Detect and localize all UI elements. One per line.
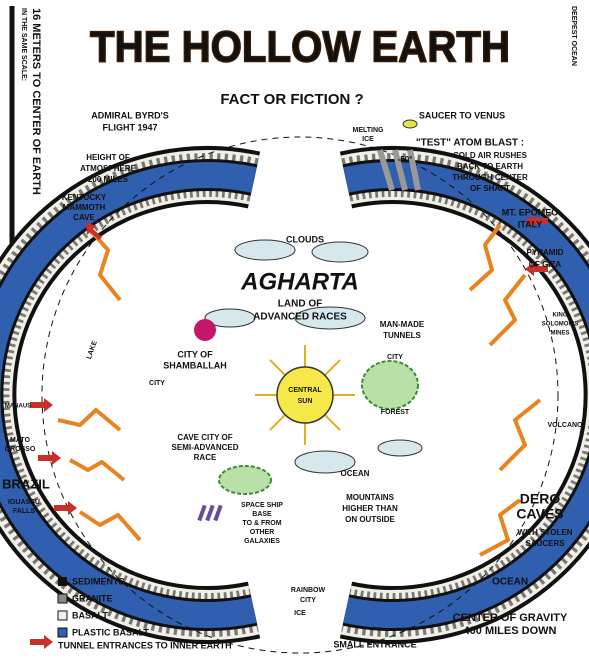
label: ICE [294,610,306,617]
label: CITY [387,354,403,361]
label: HIGHER THAN [342,504,398,513]
label: OTHER [250,529,275,536]
label: MOUNTAINS [346,493,395,502]
label: SHAMBALLAH [163,360,227,370]
label: ADMIRAL BYRD'S [91,110,168,120]
label: ITALY [518,219,543,229]
scale-distance: 16 METERS TO CENTER OF EARTH [30,8,42,195]
label: BASE [252,511,272,518]
label: SUN [298,398,313,405]
label: 200 MILES [88,175,129,184]
label: CAVE CITY OF [177,433,232,442]
label: OCEAN [492,577,528,588]
label: MT. EPOMEO [502,207,559,217]
central-sun [277,367,333,423]
legend-label: PLASTIC BASALT [72,627,149,637]
label: OF SHAFT [470,184,510,193]
label: MAN-MADE [380,320,425,329]
label: CITY [300,597,316,604]
label: ICE [362,136,374,143]
label: CITY OF [177,349,213,359]
label: KING [553,313,568,319]
title: THE HOLLOW EARTH [90,23,510,72]
legend-label: GRANITE [72,593,113,603]
label: CENTER OF GRAVITY [453,612,568,624]
legend-label: BASALT [72,610,108,620]
forest [219,466,271,494]
deepest-ocean: DEEPEST OCEAN [570,6,577,66]
label: TUNNELS [383,331,421,340]
label: ON OUTSIDE [345,515,395,524]
label: MAMMOTH [63,203,106,212]
label: DERO [520,491,561,507]
label: RACE [194,453,217,462]
label: CENTRAL [288,387,322,394]
label: ATMOSPHERE [80,164,137,173]
label: LAND OF [278,299,322,310]
shamballah-city [194,319,216,341]
hollow-earth-illustration: THE HOLLOW EARTH FACT OR FICTION ? IN THE … [0,0,589,658]
label: RAINBOW [291,587,326,594]
legend-swatch [58,577,67,586]
forest [362,361,418,409]
label: BRAZIL [2,476,50,491]
label: MELTING [353,127,385,134]
label: FLIGHT 1947 [102,122,157,132]
label: SAUCERS [525,539,565,548]
scale-note: IN THE SAME SCALE: [20,8,27,81]
label: 400 MILES DOWN [464,625,557,637]
label: BACK TO EARTH [457,162,523,171]
legend-swatch [58,611,67,620]
label: GALAXIES [244,538,280,545]
cloud [312,242,368,262]
label: WITH STOLEN [518,528,573,537]
label: MANAUS [5,404,31,410]
label: SPACE SHIP [241,502,283,509]
label: FALLS [13,508,35,515]
label: OCEAN [341,469,370,478]
label: COLD AIR RUSHES [453,151,528,160]
label: SMALL ENTRANCE [333,639,416,649]
subtitle: FACT OR FICTION ? [220,91,363,108]
label: SEMI-ADVANCED [172,443,239,452]
label: IGUASSU [8,499,40,506]
label: OF GIZA [529,260,562,269]
label: MINES [550,331,569,337]
label: CLOUDS [286,234,324,244]
legend-swatch [58,628,67,637]
label: KENTUCKY [62,193,107,202]
label: FOREST [381,409,410,416]
label: AGHARTA [240,268,359,295]
legend-label: TUNNEL ENTRANCES TO INNER EARTH [58,640,232,650]
label: -50° [398,155,413,164]
label: VOLCANO [548,422,584,429]
legend-swatch [58,594,67,603]
label: PYRAMID [527,248,564,257]
label: CAVE [73,213,95,222]
label: CAVES [516,506,563,522]
label: "TEST" ATOM BLAST : [416,138,524,149]
label: THROUGH CENTER [452,173,528,182]
label: SAUCER TO VENUS [419,110,505,120]
label: TO & FROM [242,520,281,527]
saucer [403,120,417,128]
label: CITY [149,380,165,387]
label: GROSSO [5,446,36,453]
label: ADVANCED RACES [253,312,347,323]
label: HEIGHT OF [86,153,130,162]
cloud [378,440,422,456]
label: MATO [10,437,31,444]
legend-label: SEDIMENTS [72,576,125,586]
label: SOLOMON'S [542,322,578,328]
